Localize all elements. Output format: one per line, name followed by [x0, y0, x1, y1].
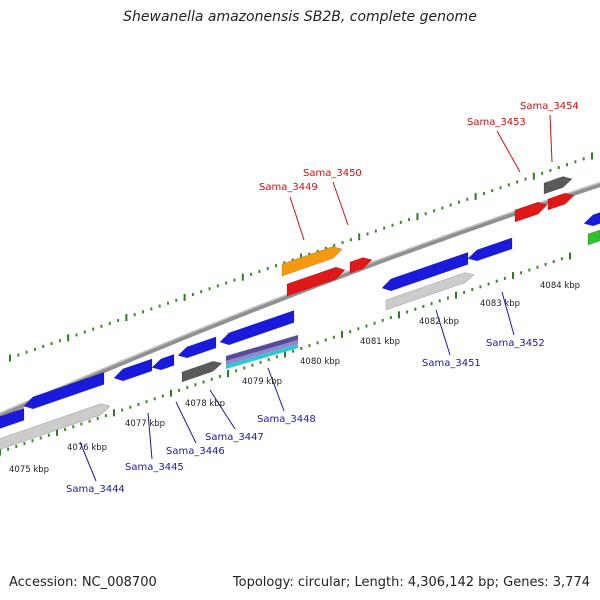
scale-label: 4084 kbp [540, 281, 580, 291]
gene-features [0, 176, 600, 450]
scale-label: 4083 kbp [480, 299, 520, 309]
gene-feature [543, 176, 573, 195]
reverse-scale-ticks [0, 252, 571, 456]
gene-feature [587, 229, 600, 246]
scale-label: 4080 kbp [300, 357, 340, 367]
gene-feature [226, 340, 298, 365]
gene-feature [226, 344, 298, 369]
genome-summary: Topology: circular; Length: 4,306,142 bp… [232, 575, 590, 590]
gene-label-sama-3450: Sama_3450 [303, 168, 362, 179]
gene-label-sama-3448: Sama_3448 [257, 414, 316, 425]
gene-feature [349, 257, 373, 274]
accession-label: Accession: NC_008700 [9, 575, 157, 590]
gene-feature [514, 201, 548, 223]
callout-line [79, 441, 97, 482]
gene-feature [226, 335, 298, 361]
gene-feature [385, 272, 475, 311]
gene-callouts [79, 114, 553, 482]
gene-label-sama-3446: Sama_3446 [166, 446, 225, 457]
gene-feature [181, 360, 223, 383]
gene-feature [281, 246, 343, 277]
scale-label: 4082 kbp [419, 317, 459, 327]
forward-scale-ticks [9, 152, 593, 362]
callout-line [435, 309, 451, 356]
callout-line [332, 181, 349, 226]
scale-labels: 4075 kbp 4076 kbp 4077 kbp 4078 kbp 4079 kbp… [9, 281, 580, 475]
gene-feature [381, 251, 469, 292]
gene-feature [0, 403, 111, 450]
gene-label-sama-3453: Sama_3453 [467, 117, 526, 128]
gene-label-sama-3445: Sama_3445 [125, 462, 184, 473]
callout-line [147, 412, 153, 460]
gene-feature [583, 212, 600, 227]
gene-label-sama-3454: Sama_3454 [520, 101, 579, 112]
callout-line [496, 130, 521, 173]
gene-label-sama-3449: Sama_3449 [259, 182, 318, 193]
gene-label-sama-3451: Sama_3451 [422, 358, 481, 369]
scale-label: 4075 kbp [9, 465, 49, 475]
callout-line [267, 367, 285, 412]
gene-feature [113, 358, 153, 382]
scale-label: 4077 kbp [125, 419, 165, 429]
callout-line [549, 114, 553, 163]
scale-label: 4078 kbp [185, 399, 225, 409]
gene-feature [467, 237, 513, 262]
gene-label-sama-3447: Sama_3447 [205, 432, 264, 443]
scale-label: 4081 kbp [360, 337, 400, 347]
gene-feature [286, 266, 346, 297]
callout-line [175, 401, 197, 444]
gene-feature [0, 407, 25, 429]
scale-label: 4076 kbp [67, 443, 107, 453]
callout-line [501, 291, 515, 336]
gene-feature [151, 353, 175, 371]
gene-label-sama-3452: Sama_3452 [486, 338, 545, 349]
gene-label-sama-3444: Sama_3444 [66, 484, 125, 495]
gene-feature [23, 371, 105, 410]
gene-labels: Sama_3449 Sama_3450 Sama_3453 Sama_3454 Sama… [66, 101, 579, 495]
callout-line [209, 389, 236, 430]
map-title: Shewanella amazonensis SB2B, complete ge… [123, 9, 477, 25]
gene-feature [547, 192, 575, 211]
callout-line [289, 196, 305, 241]
scale-label: 4079 kbp [242, 377, 282, 387]
gene-feature [219, 310, 295, 346]
gene-feature [177, 336, 217, 359]
